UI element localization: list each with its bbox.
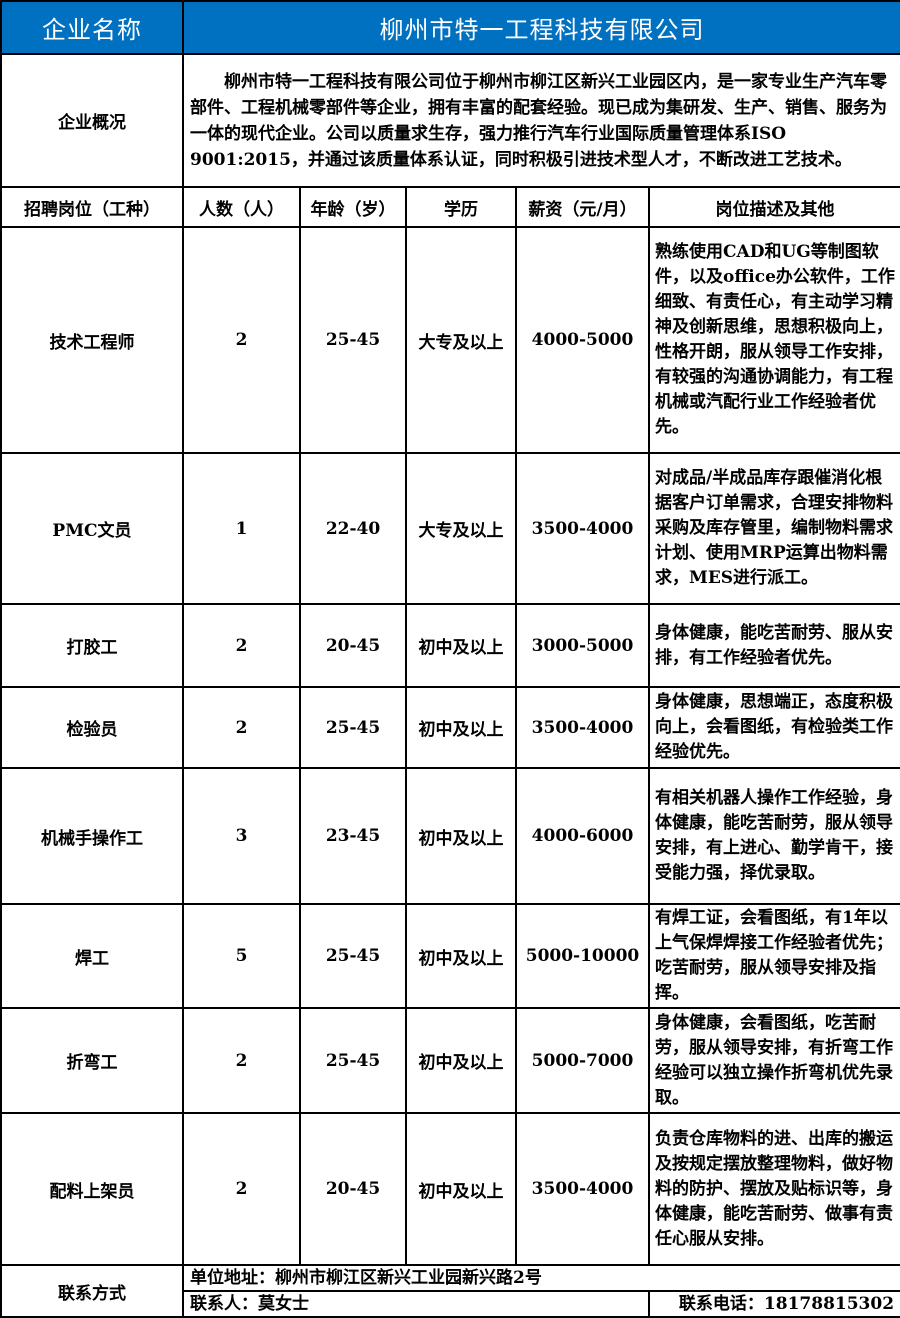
job-salary: 4000-5000 <box>515 226 650 454</box>
job-title: 打胶工 <box>0 603 184 688</box>
job-education: 初中及以上 <box>405 1007 517 1114</box>
contact-label: 联系方式 <box>0 1264 184 1318</box>
job-age: 25-45 <box>299 226 407 454</box>
job-count: 2 <box>182 1112 301 1266</box>
col-title: 招聘岗位（工种） <box>0 186 184 228</box>
job-age: 20-45 <box>299 603 407 688</box>
job-count: 5 <box>182 903 301 1009</box>
job-education: 初中及以上 <box>405 1112 517 1266</box>
address-row: 联系方式 单位地址：柳州市柳江区新兴工业园新兴路2号 <box>0 1264 900 1318</box>
job-education: 大专及以上 <box>405 452 517 605</box>
job-description: 有焊工证，会看图纸，有1年以上气保焊焊接工作经验者优先；吃苦耐劳，服从领导安排及… <box>647 903 900 1009</box>
job-description: 身体健康，能吃苦耐劳、服从安排，有工作经验者优先。 <box>647 603 900 688</box>
col-edu: 学历 <box>405 186 517 228</box>
job-age: 23-45 <box>299 767 407 905</box>
job-salary: 5000-10000 <box>515 903 650 1009</box>
col-age: 年龄（岁） <box>299 186 407 228</box>
col-salary: 薪资（元/月） <box>515 186 650 228</box>
job-salary: 3500-4000 <box>515 452 650 605</box>
job-description: 有相关机器人操作工作经验，身体健康，能吃苦耐劳，服从领导安排，有上进心、勤学肯干… <box>647 767 900 905</box>
job-count: 1 <box>182 452 301 605</box>
job-salary: 3000-5000 <box>515 603 650 688</box>
job-count: 2 <box>182 686 301 769</box>
job-title: 检验员 <box>0 686 184 769</box>
job-title: 配料上架员 <box>0 1112 184 1266</box>
job-salary: 3500-4000 <box>515 686 650 769</box>
job-description: 对成品/半成品库存跟催消化根据客户订单需求，合理安排物料采购及库存管里，编制物料… <box>647 452 900 605</box>
table-row: PMC文员 1 22-40 大专及以上 3500-4000 对成品/半成品库存跟催消化根据… <box>0 452 900 605</box>
table-row: 打胶工 2 20-45 初中及以上 3000-5000 身体健康，能吃苦耐劳、服从安排，有… <box>0 603 900 688</box>
table-row: 技术工程师 2 25-45 大专及以上 4000-5000 熟练使用CAD和UG等制图软件… <box>0 226 900 454</box>
company-name-label: 企业名称 <box>0 0 184 55</box>
header-row: 企业名称 柳州市特一工程科技有限公司 <box>0 0 900 55</box>
job-education: 大专及以上 <box>405 226 517 454</box>
job-count: 3 <box>182 767 301 905</box>
job-salary: 3500-4000 <box>515 1112 650 1266</box>
job-count: 2 <box>182 603 301 688</box>
job-education: 初中及以上 <box>405 767 517 905</box>
job-education: 初中及以上 <box>405 903 517 1009</box>
job-description: 身体健康，会看图纸，吃苦耐劳，服从领导安排，有折弯工作经验可以独立操作折弯机优先… <box>647 1007 900 1114</box>
contact-row: 联系人：莫女士 联系电话：18178815302 <box>1 1290 900 1318</box>
job-title: 焊工 <box>0 903 184 1009</box>
job-title: 折弯工 <box>0 1007 184 1114</box>
table-row: 检验员 2 25-45 初中及以上 3500-4000 身体健康，思想端正，态度积极向上，… <box>0 686 900 769</box>
job-age: 25-45 <box>299 686 407 769</box>
contact-person: 联系人：莫女士 <box>182 1290 650 1318</box>
job-count: 2 <box>182 1007 301 1114</box>
table-row: 机械手操作工 3 23-45 初中及以上 4000-6000 有相关机器人操作工作经验，身… <box>0 767 900 905</box>
job-description: 负责仓库物料的进、出库的搬运及按规定摆放整理物料，做好物料的防护、摆放及贴标识等… <box>647 1112 900 1266</box>
company-name: 柳州市特一工程科技有限公司 <box>181 0 900 55</box>
table-row: 配料上架员 2 20-45 初中及以上 3500-4000 负责仓库物料的进、出库的搬运及… <box>0 1112 900 1266</box>
column-header-row: 招聘岗位（工种） 人数（人） 年龄（岁） 学历 薪资（元/月） 岗位描述及其他 <box>0 186 900 228</box>
job-title: 技术工程师 <box>0 226 184 454</box>
address: 单位地址：柳州市柳江区新兴工业园新兴路2号 <box>181 1264 900 1292</box>
job-salary: 4000-6000 <box>515 767 650 905</box>
job-age: 25-45 <box>299 903 407 1009</box>
job-description: 熟练使用CAD和UG等制图软件，以及office办公软件，工作细致、有责任心，有… <box>647 226 900 454</box>
contact-phone: 联系电话：18178815302 <box>647 1290 900 1318</box>
job-salary: 5000-7000 <box>515 1007 650 1114</box>
job-education: 初中及以上 <box>405 603 517 688</box>
job-education: 初中及以上 <box>405 686 517 769</box>
col-count: 人数（人） <box>182 186 301 228</box>
job-description: 身体健康，思想端正，态度积极向上，会看图纸，有检验类工作经验优先。 <box>647 686 900 769</box>
overview-row: 企业概况 柳州市特一工程科技有限公司位于柳州市柳江区新兴工业园区内，是一家专业生… <box>0 53 900 188</box>
table-row: 折弯工 2 25-45 初中及以上 5000-7000 身体健康，会看图纸，吃苦耐劳，服从… <box>0 1007 900 1114</box>
col-desc: 岗位描述及其他 <box>647 186 900 228</box>
job-title: PMC文员 <box>0 452 184 605</box>
job-age: 22-40 <box>299 452 407 605</box>
table-row: 焊工 5 25-45 初中及以上 5000-10000 有焊工证，会看图纸，有1年以上气保… <box>0 903 900 1009</box>
job-age: 25-45 <box>299 1007 407 1114</box>
job-count: 2 <box>182 226 301 454</box>
job-age: 20-45 <box>299 1112 407 1266</box>
overview-label: 企业概况 <box>0 53 184 188</box>
job-title: 机械手操作工 <box>0 767 184 905</box>
overview-text: 柳州市特一工程科技有限公司位于柳州市柳江区新兴工业园区内，是一家专业生产汽车零部… <box>181 53 900 188</box>
